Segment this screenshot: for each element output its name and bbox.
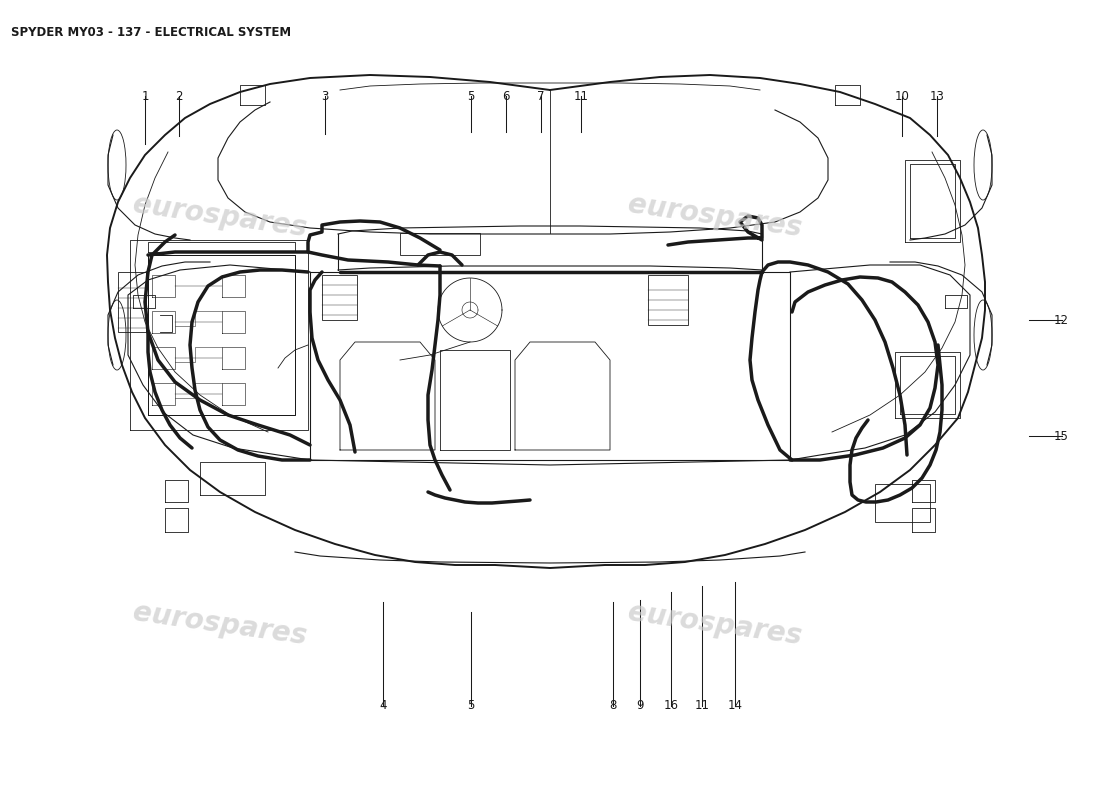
- Text: 2: 2: [176, 90, 183, 102]
- Bar: [648, 275, 688, 325]
- Text: 15: 15: [1054, 430, 1069, 442]
- Text: 5: 5: [468, 699, 474, 712]
- Bar: [118, 272, 146, 332]
- Text: 3: 3: [321, 90, 328, 102]
- Text: 13: 13: [930, 90, 945, 102]
- Text: 5: 5: [468, 90, 474, 102]
- Text: eurospares: eurospares: [626, 598, 804, 650]
- Bar: [400, 233, 480, 255]
- Text: 10: 10: [894, 90, 910, 102]
- Text: 12: 12: [1054, 314, 1069, 326]
- Bar: [322, 275, 358, 320]
- Text: 1: 1: [142, 90, 148, 102]
- Text: eurospares: eurospares: [626, 190, 804, 242]
- Text: 6: 6: [503, 90, 509, 102]
- Text: eurospares: eurospares: [131, 598, 309, 650]
- Text: 11: 11: [573, 90, 588, 102]
- Text: 8: 8: [609, 699, 616, 712]
- Bar: [874, 484, 929, 522]
- Text: 14: 14: [727, 699, 742, 712]
- Text: 4: 4: [379, 699, 386, 712]
- Text: SPYDER MY03 - 137 - ELECTRICAL SYSTEM: SPYDER MY03 - 137 - ELECTRICAL SYSTEM: [11, 26, 292, 38]
- Text: 16: 16: [663, 699, 679, 712]
- Text: 11: 11: [694, 699, 710, 712]
- Text: eurospares: eurospares: [131, 190, 309, 242]
- Text: 9: 9: [637, 699, 644, 712]
- Text: 7: 7: [538, 90, 544, 102]
